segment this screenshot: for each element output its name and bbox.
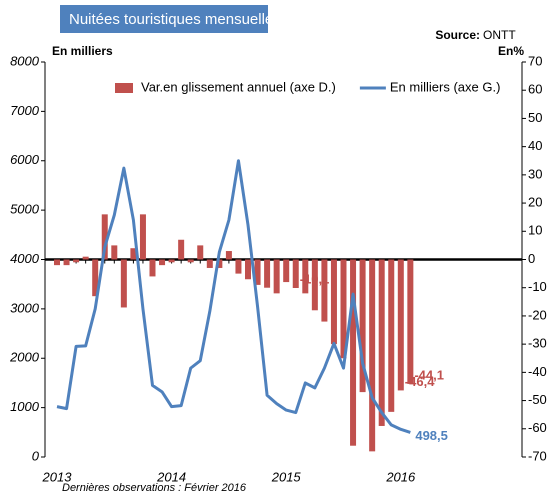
bar [264, 259, 271, 288]
y2-tick-label: -10 [528, 279, 547, 294]
y2-tick-label: -40 [528, 364, 547, 379]
x-tick-label: 2014 [156, 469, 186, 484]
y-tick-label: 5000 [10, 202, 40, 217]
y-tick-label: 3000 [10, 300, 40, 315]
y-tick-label: 7000 [10, 103, 40, 118]
bar [388, 259, 395, 412]
x-tick-label: 2016 [385, 469, 416, 484]
bar [340, 259, 347, 359]
title-box [60, 5, 268, 33]
x-tick-label: 2015 [271, 469, 302, 484]
source-label: Source: [435, 28, 480, 42]
y-tick-label: 4000 [10, 251, 40, 266]
y2-tick-label: -70 [528, 448, 547, 463]
bar [139, 214, 146, 260]
bar [216, 259, 223, 268]
bar [187, 259, 194, 263]
bar [130, 248, 137, 260]
source: ONTT [483, 28, 516, 42]
bar [369, 259, 376, 452]
y-tick-label: 6000 [10, 152, 40, 167]
data-label: 498,5 [415, 428, 448, 443]
y2-tick-label: 40 [528, 138, 542, 153]
bar [311, 259, 318, 311]
data-label: -44,1 [414, 367, 444, 382]
bar [283, 259, 290, 283]
bar [111, 245, 118, 260]
y2-tick-label: 20 [528, 195, 542, 210]
y-tick-label: 1000 [10, 399, 40, 414]
y2-tick-label: 50 [528, 110, 542, 125]
bar [378, 259, 385, 426]
y2-tick-label: -30 [528, 336, 547, 351]
y-axis-label: En milliers [52, 44, 113, 58]
y2-tick-label: 10 [528, 223, 542, 238]
bar [225, 251, 232, 260]
legend-label: Var.en glissement annuel (axe D.) [141, 79, 336, 94]
bar [101, 214, 108, 260]
y2-axis-label: En% [498, 44, 524, 58]
y-tick-label: 2000 [9, 350, 40, 365]
y2-tick-label: -60 [528, 420, 547, 435]
y2-tick-label: 70 [528, 53, 542, 68]
bar [63, 259, 70, 266]
footnote: Dernières observations : Février 2016 [62, 482, 247, 494]
bar [235, 259, 242, 274]
y2-tick-label: 60 [528, 82, 542, 97]
bar [73, 259, 80, 263]
bar [92, 259, 99, 297]
bar [359, 259, 366, 393]
bar [206, 259, 213, 268]
bar [178, 239, 185, 260]
bar [302, 259, 309, 294]
line [56, 159, 411, 434]
bar [197, 245, 204, 260]
y-tick-label: 0 [32, 448, 40, 463]
y2-tick-label: 0 [528, 251, 535, 266]
bar [321, 259, 328, 322]
bar [407, 259, 414, 384]
bar [245, 259, 251, 280]
bar [120, 259, 127, 308]
bar [54, 259, 60, 266]
legend-swatch [115, 83, 133, 93]
bar [273, 259, 280, 294]
y2-tick-label: 30 [528, 166, 542, 181]
bar [168, 259, 175, 263]
y-tick-label: 8000 [10, 53, 40, 68]
bar [292, 259, 299, 288]
y2-tick-label: -50 [528, 392, 547, 407]
bar [82, 256, 89, 260]
chart-title: Nuitées touristiques mensuelles [69, 11, 281, 28]
bar [350, 259, 357, 446]
bar [254, 259, 261, 285]
bar [330, 259, 337, 345]
bar [397, 259, 404, 391]
legend-label: En milliers (axe G.) [390, 79, 501, 94]
x-tick-label: 2013 [42, 469, 73, 484]
bar [149, 259, 156, 277]
bar [159, 259, 166, 266]
y2-tick-label: -20 [528, 307, 547, 322]
